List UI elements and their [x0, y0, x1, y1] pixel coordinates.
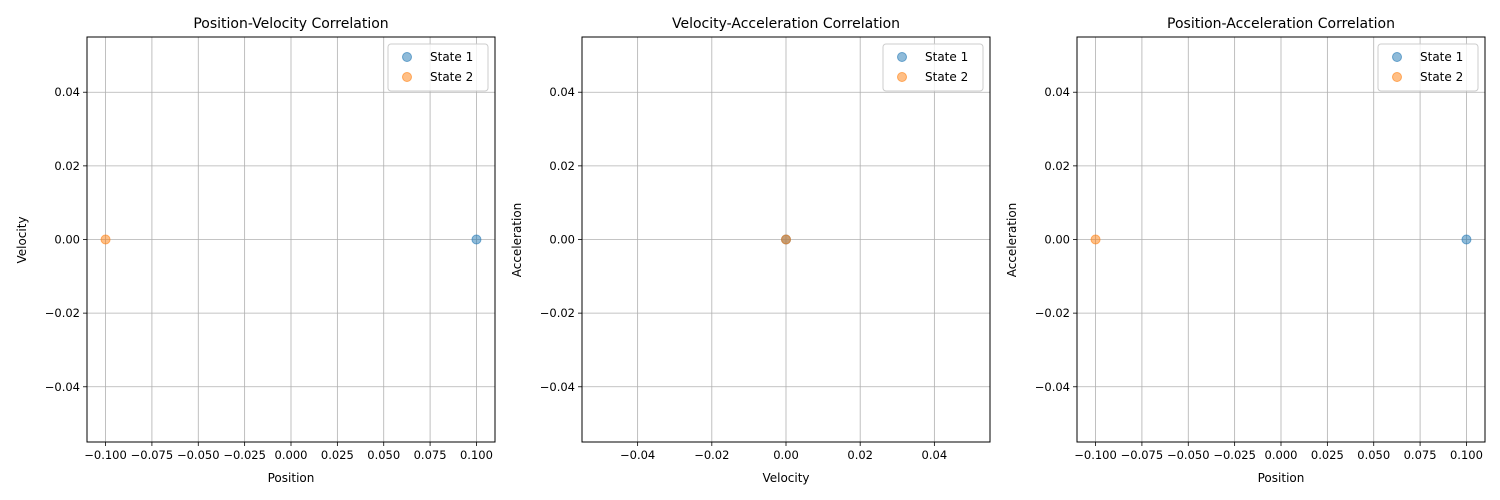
data-point-state-2 [781, 234, 791, 245]
tick-layer: −0.100 −0.075 −0.050 −0.025 0.000 0.025 0.050 0… [45, 85, 493, 462]
legend-box [1377, 43, 1479, 92]
y-tick-label: 0.04 [1044, 85, 1070, 99]
legend-box [882, 43, 984, 92]
x-tick-label: 0.000 [275, 448, 308, 462]
subplot-3: −0.100 −0.075 −0.050 −0.025 0.000 0.025 0.050 0… [1005, 16, 1486, 485]
legend-label-state-2: State 2 [430, 70, 473, 84]
legend-marker-state-1 [402, 52, 412, 62]
x-tick-label: 0.025 [1311, 448, 1344, 462]
x-tick-label: 0.075 [1404, 448, 1437, 462]
subplot-2: −0.04 −0.02 0.00 0.02 0.04 −0.04 −0.02 0.00 0.02… [510, 16, 991, 485]
marks-layer [781, 234, 791, 245]
x-tick-label: 0.00 [773, 448, 799, 462]
x-tick-label: 0.100 [1450, 448, 1483, 462]
x-axis-label: Velocity [762, 471, 809, 485]
tick-layer: −0.04 −0.02 0.00 0.02 0.04 −0.04 −0.02 0.00 0.02… [540, 85, 947, 462]
y-tick-label: −0.04 [540, 380, 575, 394]
y-tick-label: 0.00 [549, 233, 575, 247]
x-tick-label: −0.100 [84, 448, 127, 462]
legend-box [387, 43, 489, 92]
y-tick-label: 0.04 [549, 85, 575, 99]
chart-title: Position-Acceleration Correlation [1167, 16, 1395, 32]
legend-marker-state-1 [1392, 52, 1402, 62]
y-tick-label: −0.04 [1035, 380, 1070, 394]
y-axis-label: Acceleration [1005, 203, 1019, 278]
x-tick-label: 0.025 [321, 448, 354, 462]
tick-layer: −0.100 −0.075 −0.050 −0.025 0.000 0.025 0.050 0… [1035, 85, 1483, 462]
y-tick-label: −0.02 [45, 306, 80, 320]
y-tick-label: −0.02 [1035, 306, 1070, 320]
y-tick-label: 0.02 [1044, 159, 1070, 173]
data-point-state-1 [1461, 234, 1472, 245]
x-tick-label: −0.050 [177, 448, 220, 462]
x-tick-label: −0.02 [694, 448, 729, 462]
y-tick-label: 0.02 [549, 159, 575, 173]
legend-label-state-1: State 1 [1420, 50, 1463, 64]
legend-label-state-1: State 1 [430, 50, 473, 64]
legend-label-state-2: State 2 [1420, 70, 1463, 84]
data-point-state-1 [471, 234, 482, 245]
data-point-state-2 [100, 234, 111, 245]
x-tick-label: −0.075 [1121, 448, 1164, 462]
x-tick-label: 0.04 [922, 448, 948, 462]
y-tick-label: −0.02 [540, 306, 575, 320]
x-tick-label: 0.050 [1357, 448, 1390, 462]
x-tick-label: 0.100 [460, 448, 493, 462]
legend-marker-state-2 [402, 72, 412, 82]
legend-label-state-2: State 2 [925, 70, 968, 84]
x-tick-label: −0.100 [1074, 448, 1117, 462]
marks-layer [1090, 234, 1472, 245]
y-axis-label: Acceleration [510, 203, 524, 278]
x-tick-label: −0.04 [620, 448, 655, 462]
x-tick-label: −0.050 [1167, 448, 1210, 462]
x-tick-label: −0.075 [131, 448, 174, 462]
legend: State 1 State 2 [882, 43, 984, 92]
x-axis-label: Position [268, 471, 315, 485]
subplot-1: −0.100 −0.075 −0.050 −0.025 0.000 0.025 0.050 0… [15, 16, 496, 485]
legend-marker-state-1 [897, 52, 907, 62]
x-tick-label: 0.000 [1265, 448, 1298, 462]
x-axis-label: Position [1258, 471, 1305, 485]
legend-marker-state-2 [897, 72, 907, 82]
y-tick-label: 0.00 [1044, 233, 1070, 247]
legend-marker-state-2 [1392, 72, 1402, 82]
y-tick-label: 0.00 [54, 233, 80, 247]
legend-label-state-1: State 1 [925, 50, 968, 64]
y-tick-label: −0.04 [45, 380, 80, 394]
data-point-state-2 [1090, 234, 1101, 245]
x-tick-label: −0.025 [223, 448, 266, 462]
x-tick-label: −0.025 [1213, 448, 1256, 462]
chart-title: Velocity-Acceleration Correlation [672, 16, 900, 32]
x-tick-label: 0.075 [414, 448, 447, 462]
y-tick-label: 0.02 [54, 159, 80, 173]
chart-title: Position-Velocity Correlation [193, 16, 388, 32]
legend: State 1 State 2 [387, 43, 489, 92]
y-axis-label: Velocity [15, 216, 29, 263]
marks-layer [100, 234, 482, 245]
x-tick-label: 0.050 [367, 448, 400, 462]
legend: State 1 State 2 [1377, 43, 1479, 92]
grid-layer [87, 37, 495, 442]
x-tick-label: 0.02 [847, 448, 873, 462]
y-tick-label: 0.04 [54, 85, 80, 99]
